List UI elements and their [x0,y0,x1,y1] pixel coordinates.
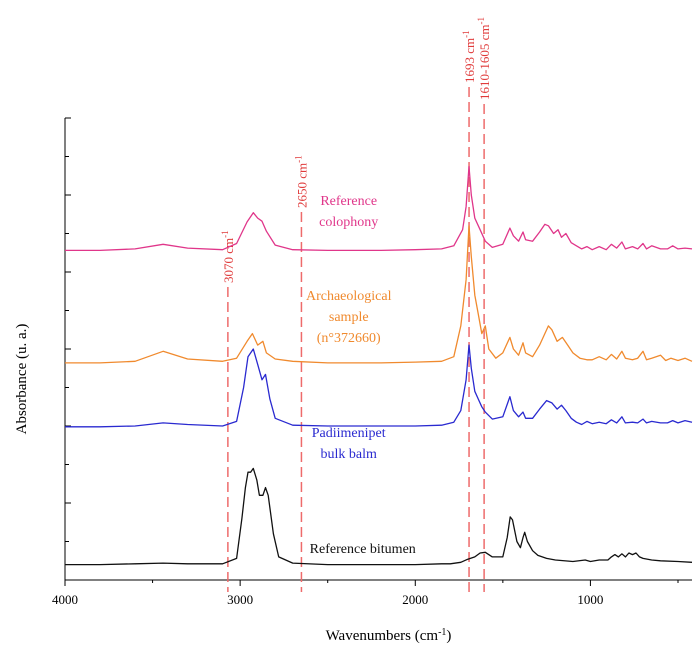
reference-label: 1693 cm-1 [461,30,477,83]
x-tick-label: 3000 [227,592,253,607]
reference-lines: 3070 cm-1 2650 cm-1 1693 cm-1 1610-1605 cm-… [220,17,492,592]
series-label: sample [329,310,369,325]
reference-label: 1610-1605 cm-1 [476,17,492,100]
series-line [65,344,693,428]
series-label: Reference [320,194,377,209]
reference-label: 2650 cm-1 [293,155,309,208]
series-label: bulk balm [321,447,377,462]
labels: Reference colophony Archaeological sample (n… [306,194,416,557]
series-label: (n°372660) [317,331,381,346]
x-tick-label: 1000 [577,592,603,607]
series-line [65,225,693,364]
series-label: Archaeological [306,289,392,304]
x-tick-label: 2000 [402,592,428,607]
series-line [65,467,693,566]
axes: 4000 3000 2000 1000 Wavenumbers (cm-1) Absorb… [14,117,692,645]
series-label: Padiimenipet [312,426,386,441]
x-axis-title: Wavenumbers (cm-1) [326,627,452,645]
reference-label: 3070 cm-1 [220,230,236,283]
series-group [65,165,693,566]
y-axis-title: Absorbance (u. a.) [14,324,30,435]
x-tick-label: 4000 [52,592,78,607]
series-line [65,165,693,252]
series-label: colophony [319,215,378,230]
series-label: Reference bitumen [310,542,416,557]
